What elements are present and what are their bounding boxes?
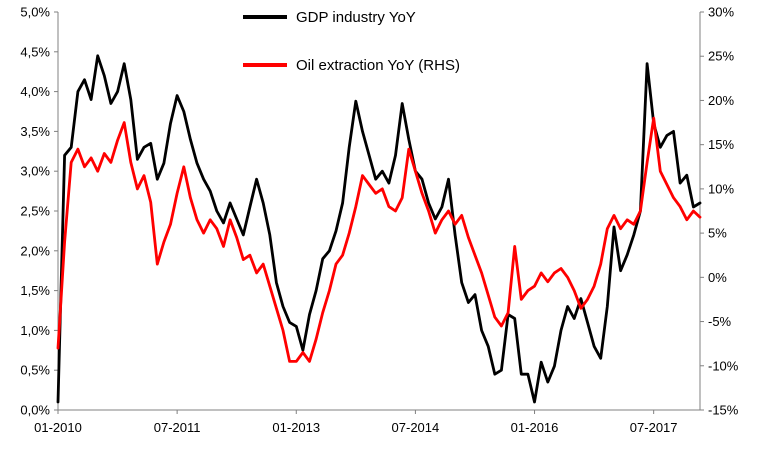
left-axis-tick-label: 3,0%: [20, 164, 50, 179]
left-axis-tick-label: 1,0%: [20, 323, 50, 338]
right-axis-tick-label: 20%: [708, 93, 734, 108]
legend-label-gdp: GDP industry YoY: [296, 8, 416, 26]
x-axis-tick-label: 07-2017: [630, 420, 678, 435]
left-axis-tick-label: 4,0%: [20, 84, 50, 99]
left-axis-tick-label: 5,0%: [20, 5, 50, 20]
legend-label-oil: Oil extraction YoY (RHS): [296, 56, 460, 74]
right-axis-tick-label: -15%: [708, 403, 739, 418]
oil-line-swatch-icon: [243, 63, 287, 67]
left-axis-tick-label: 0,5%: [20, 363, 50, 378]
x-axis-tick-label: 07-2011: [154, 420, 201, 435]
right-axis-tick-label: 25%: [708, 49, 734, 64]
oil-series-line: [56, 116, 702, 363]
x-axis-tick-label: 01-2013: [272, 420, 320, 435]
left-axis-tick-label: 1,5%: [20, 283, 50, 298]
left-axis-tick-label: 2,5%: [20, 204, 50, 219]
left-axis-tick-label: 0,0%: [20, 403, 50, 418]
right-axis-tick-label: 10%: [708, 181, 734, 196]
gdp-line-swatch-icon: [243, 15, 287, 19]
right-axis-tick-label: 30%: [708, 5, 734, 20]
right-axis-tick-label: -5%: [708, 314, 732, 329]
legend-item-gdp: GDP industry YoY: [243, 8, 416, 26]
right-axis-tick-label: 0%: [708, 270, 727, 285]
gdp-series-line: [56, 54, 702, 404]
legend-item-oil: Oil extraction YoY (RHS): [243, 56, 460, 74]
x-axis-tick-label: 01-2016: [511, 420, 559, 435]
left-axis-tick-label: 2,0%: [20, 243, 50, 258]
x-axis-tick-label: 07-2014: [392, 420, 440, 435]
right-axis-tick-label: 15%: [708, 137, 734, 152]
left-axis-tick-label: 3,5%: [20, 124, 50, 139]
right-axis-tick-label: 5%: [708, 226, 727, 241]
left-axis-tick-label: 4,5%: [20, 44, 50, 59]
right-axis-tick-label: -10%: [708, 358, 739, 373]
x-axis-tick-label: 01-2010: [34, 420, 82, 435]
